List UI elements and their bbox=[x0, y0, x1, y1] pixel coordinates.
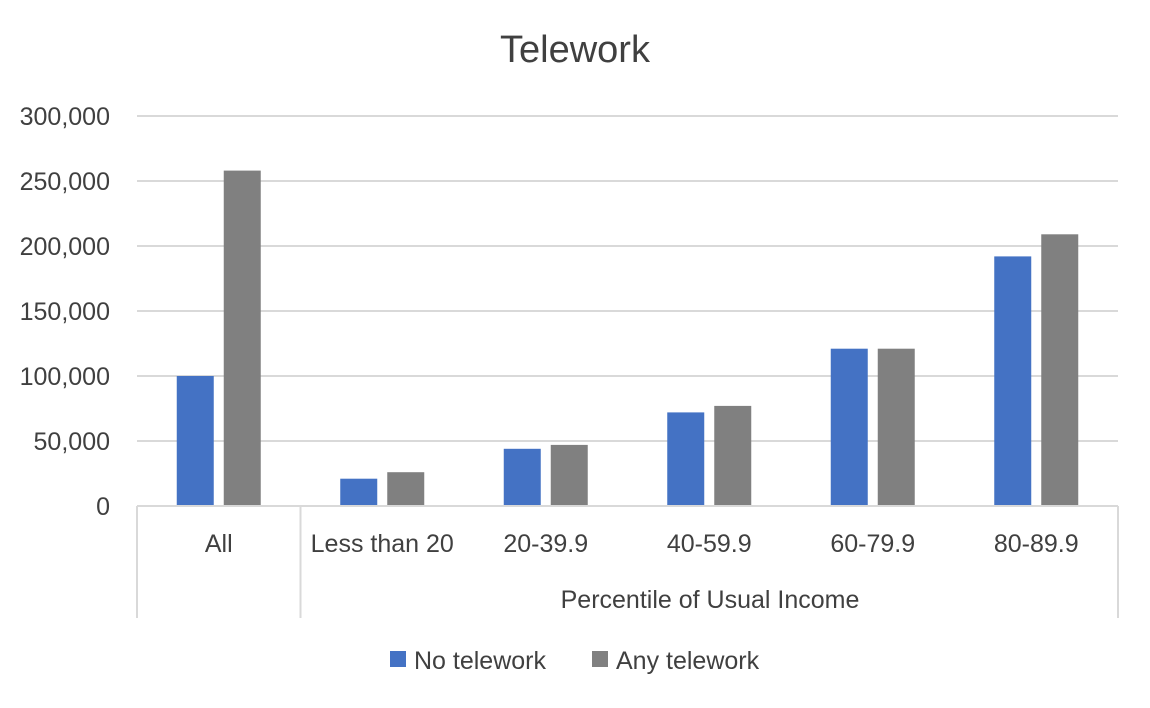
legend-label: No telework bbox=[414, 647, 546, 675]
y-tick-label: 300,000 bbox=[20, 103, 110, 131]
bar-any-telework bbox=[714, 405, 752, 506]
bar-no-telework bbox=[340, 478, 378, 506]
chart-title: Telework bbox=[500, 29, 651, 71]
y-tick-label: 0 bbox=[96, 493, 110, 521]
x-tick-label: 60-79.9 bbox=[830, 530, 915, 558]
y-tick-label: 200,000 bbox=[20, 233, 110, 261]
bar-no-telework bbox=[994, 256, 1032, 506]
x-tick-label: Less than 20 bbox=[311, 530, 454, 558]
bar-any-telework bbox=[223, 170, 261, 506]
y-tick-label: 50,000 bbox=[34, 428, 110, 456]
legend: No telework Any telework bbox=[390, 647, 760, 675]
bar-no-telework bbox=[503, 448, 541, 506]
legend-label: Any telework bbox=[616, 647, 760, 675]
bar-no-telework bbox=[176, 376, 214, 506]
legend-swatch bbox=[390, 651, 406, 667]
x-tick-label: 40-59.9 bbox=[667, 530, 752, 558]
bar-any-telework bbox=[877, 348, 915, 506]
bar-no-telework bbox=[667, 412, 705, 506]
bar-any-telework bbox=[550, 444, 588, 506]
bars bbox=[176, 170, 1079, 507]
y-axis-ticks: 0 50,000 100,000 150,000 200,000 250,000 300,0… bbox=[20, 103, 110, 521]
bar-any-telework bbox=[1041, 234, 1079, 507]
y-tick-label: 150,000 bbox=[20, 298, 110, 326]
y-tick-label: 250,000 bbox=[20, 168, 110, 196]
legend-swatch bbox=[592, 651, 608, 667]
x-tick-label: All bbox=[205, 530, 233, 558]
x-axis: All Less than 20 20-39.9 40-59.9 60-79.9 80-8… bbox=[136, 505, 1119, 618]
bar-no-telework bbox=[830, 348, 868, 506]
y-tick-label: 100,000 bbox=[20, 363, 110, 391]
x-axis-title: Percentile of Usual Income bbox=[561, 586, 860, 614]
x-tick-label: 20-39.9 bbox=[503, 530, 588, 558]
gridlines bbox=[137, 115, 1118, 442]
x-tick-label: 80-89.9 bbox=[994, 530, 1079, 558]
bar-any-telework bbox=[387, 472, 425, 506]
